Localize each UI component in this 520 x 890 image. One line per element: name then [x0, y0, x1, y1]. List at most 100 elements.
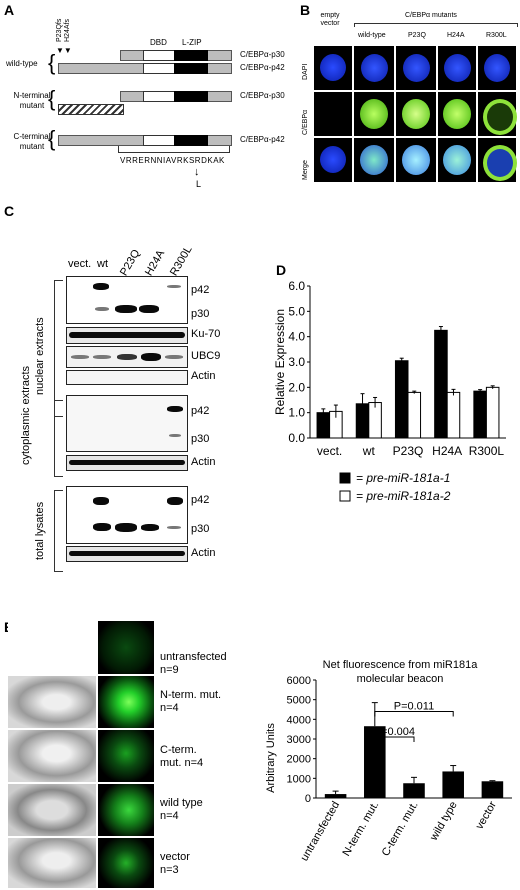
cell-label-c-term: C-term. mut. n=4 [160, 744, 204, 769]
n-mut-dbd [143, 91, 175, 102]
col-header-r300l: R300L [486, 32, 507, 39]
blot-nuclear-ubc9 [66, 346, 188, 368]
nucleus [360, 99, 388, 129]
bar [403, 783, 425, 798]
p-value-004-label: P=0.004 [374, 726, 415, 738]
micrograph-merge-h24a [438, 138, 476, 182]
isoform-label-wt-p30: C/EBPα-p30 [240, 50, 285, 59]
cell-label-n-term: N-term. mut. [160, 689, 222, 701]
micrograph-merge-wt [354, 138, 394, 182]
blot-nuclear-cebpa [66, 276, 188, 324]
blot-total-actin [66, 546, 188, 562]
bar [481, 781, 504, 798]
legend-swatch [339, 472, 351, 484]
bar-pre-mir-181a-2 [368, 402, 382, 439]
ylabel-d: Relative Expression [273, 309, 287, 415]
nucleus [484, 54, 510, 82]
bar-pre-mir-181a-2 [446, 391, 461, 439]
row-label-c-terminal: C-terminal mutant [13, 132, 51, 151]
micrograph-merge-vector [314, 138, 352, 182]
chart-e-plot: 0 1000 2000 3000 4000 5000 6000 untransfectedN-… [287, 675, 512, 863]
x-tick-label: H24A [432, 444, 462, 458]
marker-ubc9: UBC9 [191, 350, 221, 362]
blot-nuclear-actin [66, 370, 188, 385]
nucleus [444, 54, 471, 82]
panel-b-label: B [300, 2, 311, 18]
marker-p30-cyto: p30 [191, 433, 210, 445]
lane-label-r300l: R300L [168, 243, 195, 278]
band [69, 332, 185, 338]
micrograph-dapi-vector [314, 46, 352, 90]
p-value-011-label: P=0.011 [394, 700, 434, 712]
mutants-header: C/EBPα mutants [405, 12, 457, 19]
x-tick-label: vect. [317, 444, 342, 458]
dbd-label: DBD [150, 38, 167, 47]
x-tick-label: vector [474, 799, 500, 831]
col-header-h24a: H24A [447, 32, 465, 39]
band-h24a-p30 [139, 305, 159, 313]
bracket-cytoplasmic [54, 400, 63, 477]
band-wt-p42 [93, 283, 109, 290]
x-tick-label: N-term. mut. [340, 800, 381, 859]
bracket-icon: { [48, 50, 56, 75]
bracket-nuclear [54, 280, 63, 417]
cell-n-vector: n=3 [160, 864, 179, 876]
micrograph-dapi-h24a [438, 46, 476, 90]
n-mut-lzip [174, 91, 208, 102]
legend-label: = pre-miR-181a-1 [356, 471, 450, 485]
bracket-icon: { [48, 86, 56, 111]
dic-image-untransfected [8, 621, 96, 674]
row-label-cebpa: C/EBPα [302, 109, 309, 135]
bar [324, 794, 347, 798]
p-value-011-bracket [374, 710, 454, 717]
band-p23q-p30 [115, 523, 137, 532]
x-tick-label: wild type [428, 800, 460, 844]
isoform-label-c-p42: C/EBPα-p42 [240, 135, 285, 144]
dic-image-c-term [8, 730, 96, 782]
nucleus [403, 54, 430, 82]
isoform-label-n-p30: C/EBPα-p30 [240, 91, 285, 100]
band-r300l-p30 [169, 434, 181, 437]
col-header-wild-type: wild-type [358, 32, 386, 39]
mutation-label-p23qfs: P23Qfs [56, 18, 63, 42]
y-tick-label: 4000 [287, 714, 311, 726]
cell-label-wild-type: wild type [160, 797, 203, 809]
micrograph-dapi-wt [354, 46, 394, 90]
section-label-cytoplasmic: cytoplasmic extracts [20, 365, 32, 465]
y-tick-label: 0.0 [288, 431, 305, 445]
band [141, 353, 161, 361]
blot-cytoplasmic-cebpa [66, 395, 188, 452]
y-tick-label: 6.0 [288, 279, 305, 293]
basic-region-sequence: VRRERNNIAVRKSRDKAK [120, 156, 225, 165]
dic-image-wild-type [8, 784, 96, 836]
micrograph-merge-p23q [396, 138, 436, 182]
marker-p30-nuclear: p30 [191, 308, 210, 320]
chart-e-title-line2: molecular beacon [357, 673, 444, 685]
nucleus [443, 145, 471, 175]
row-label-merge: Merge [302, 160, 309, 180]
y-tick-label: 4.0 [288, 330, 305, 344]
band-r300l-p42 [167, 285, 181, 288]
marker-p42-total: p42 [191, 494, 210, 506]
band-r300l-p30 [167, 526, 181, 529]
nucleus [443, 99, 471, 129]
lane-label-wt: wt [97, 258, 108, 270]
y-tick-label: 1.0 [288, 406, 305, 420]
blot-cytoplasmic-actin [66, 455, 188, 471]
cell-label-untransfected: untransfected [160, 651, 227, 663]
band [71, 355, 89, 359]
bar-pre-mir-181a-1 [316, 412, 331, 439]
nucleus [402, 99, 430, 129]
micrograph-merge-r300l [478, 138, 517, 182]
x-tick-label: wt [362, 444, 376, 458]
chart-d: Relative Expression 0.0 1.0 2.0 3.0 4.0 5.0 6.… [273, 279, 506, 503]
marker-actin-total: Actin [191, 547, 216, 559]
panel-c-label: C [4, 203, 15, 219]
fluor-image-c-term [98, 730, 154, 782]
nucleus [360, 145, 388, 175]
legend-swatch [339, 490, 351, 502]
y-tick-label: 1000 [287, 773, 311, 785]
blot-nuclear-ku70 [66, 327, 188, 344]
bar-pre-mir-181a-2 [407, 391, 422, 439]
y-tick-label: 3000 [287, 734, 311, 746]
